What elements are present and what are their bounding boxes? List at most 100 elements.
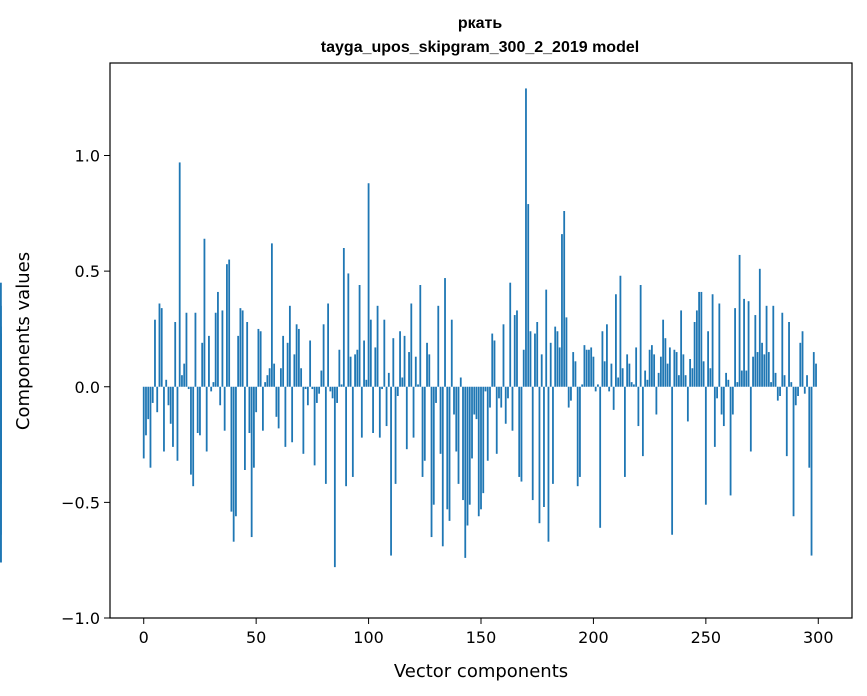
- bar: [641, 386, 644, 457]
- bar: [677, 375, 680, 387]
- bar: [511, 386, 514, 431]
- bar: [154, 319, 156, 387]
- bar: [650, 345, 653, 387]
- bar: [592, 356, 595, 387]
- bar: [437, 305, 440, 387]
- bar: [477, 386, 480, 517]
- bar: [385, 386, 388, 427]
- y-tick-label: −0.5: [61, 493, 100, 512]
- bar: [758, 268, 761, 387]
- bar: [601, 331, 604, 387]
- bar: [351, 386, 354, 477]
- bar: [221, 310, 224, 387]
- bar: [747, 301, 750, 387]
- bar: [223, 386, 226, 431]
- bar: [340, 384, 343, 387]
- bar: [752, 356, 754, 387]
- bar: [163, 386, 165, 452]
- bar: [531, 386, 534, 501]
- x-tick-label: 100: [353, 628, 384, 647]
- bar: [356, 349, 359, 387]
- bar: [219, 386, 222, 406]
- bar: [174, 322, 177, 387]
- bar: [522, 349, 525, 387]
- bar: [349, 356, 352, 387]
- bar: [156, 386, 159, 413]
- bar: [167, 386, 170, 406]
- bar: [761, 342, 763, 387]
- bars-group: [0, 88, 817, 568]
- bar: [711, 294, 714, 387]
- bar: [333, 386, 336, 568]
- bar: [462, 386, 464, 501]
- bar: [549, 342, 552, 387]
- bar: [421, 386, 424, 477]
- bar: [459, 377, 462, 387]
- x-tick-label: 300: [803, 628, 834, 647]
- y-tick-label: 1.0: [75, 147, 100, 166]
- bar: [172, 386, 174, 447]
- bar: [293, 354, 296, 387]
- bar: [212, 382, 215, 387]
- bar: [799, 342, 802, 387]
- bar: [619, 275, 622, 387]
- bar: [390, 386, 392, 556]
- bar: [181, 375, 183, 387]
- bar: [635, 347, 638, 387]
- bar: [713, 386, 716, 447]
- bar: [262, 386, 264, 431]
- bar: [655, 386, 658, 415]
- bar: [322, 324, 325, 387]
- bar: [277, 386, 280, 429]
- bar: [378, 386, 381, 438]
- bar: [239, 308, 242, 387]
- bar: [610, 363, 613, 387]
- bar: [338, 349, 341, 387]
- bar: [639, 285, 642, 387]
- bar: [246, 322, 249, 387]
- bar: [315, 386, 318, 403]
- bar: [691, 368, 694, 387]
- bar: [360, 386, 363, 438]
- bar: [686, 386, 689, 422]
- bar: [556, 331, 559, 387]
- bar: [704, 386, 707, 505]
- bar: [554, 326, 557, 387]
- bar: [306, 386, 309, 406]
- bar: [257, 328, 260, 387]
- bar: [187, 386, 190, 390]
- bar: [698, 291, 700, 387]
- bar: [291, 386, 294, 443]
- bar: [439, 386, 442, 454]
- bar: [581, 384, 584, 387]
- bar: [405, 386, 408, 450]
- bar: [264, 382, 267, 387]
- bar: [507, 386, 509, 399]
- bar: [576, 386, 579, 487]
- bar: [671, 386, 674, 535]
- bar: [745, 370, 748, 387]
- bar: [372, 386, 374, 433]
- x-tick-label: 0: [139, 628, 149, 647]
- bar: [770, 382, 772, 387]
- bar: [729, 386, 732, 496]
- bar: [779, 386, 781, 396]
- bar: [160, 308, 163, 387]
- bar: [525, 88, 527, 387]
- bar: [450, 319, 453, 387]
- bar: [253, 386, 255, 468]
- bar: [374, 347, 377, 387]
- bar: [482, 386, 485, 494]
- bar: [516, 310, 518, 387]
- bar: [666, 363, 669, 387]
- bar: [731, 386, 734, 415]
- bar: [543, 386, 545, 507]
- bar: [772, 305, 775, 387]
- bar: [486, 386, 489, 461]
- bar: [493, 340, 496, 387]
- bar: [534, 333, 536, 387]
- bar: [765, 305, 768, 387]
- chart-subtitle: tayga_upos_skipgram_300_2_2019 model: [321, 39, 639, 56]
- bar: [419, 285, 422, 387]
- bar: [588, 349, 590, 387]
